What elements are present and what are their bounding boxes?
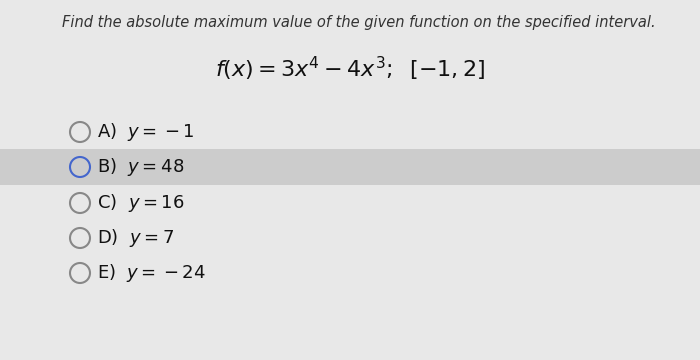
Text: B)  $y = 48$: B) $y = 48$ [97, 156, 184, 178]
Text: E)  $y = -24$: E) $y = -24$ [97, 262, 206, 284]
FancyBboxPatch shape [0, 149, 700, 185]
Text: Find the absolute maximum value of the given function on the specified interval.: Find the absolute maximum value of the g… [62, 15, 656, 30]
Text: $f(x) = 3x^4 - 4x^3;\;\; [-1, 2]$: $f(x) = 3x^4 - 4x^3;\;\; [-1, 2]$ [215, 55, 485, 83]
Text: D)  $y = 7$: D) $y = 7$ [97, 227, 174, 249]
Text: A)  $y = -1$: A) $y = -1$ [97, 121, 195, 143]
Text: C)  $y = 16$: C) $y = 16$ [97, 192, 185, 214]
